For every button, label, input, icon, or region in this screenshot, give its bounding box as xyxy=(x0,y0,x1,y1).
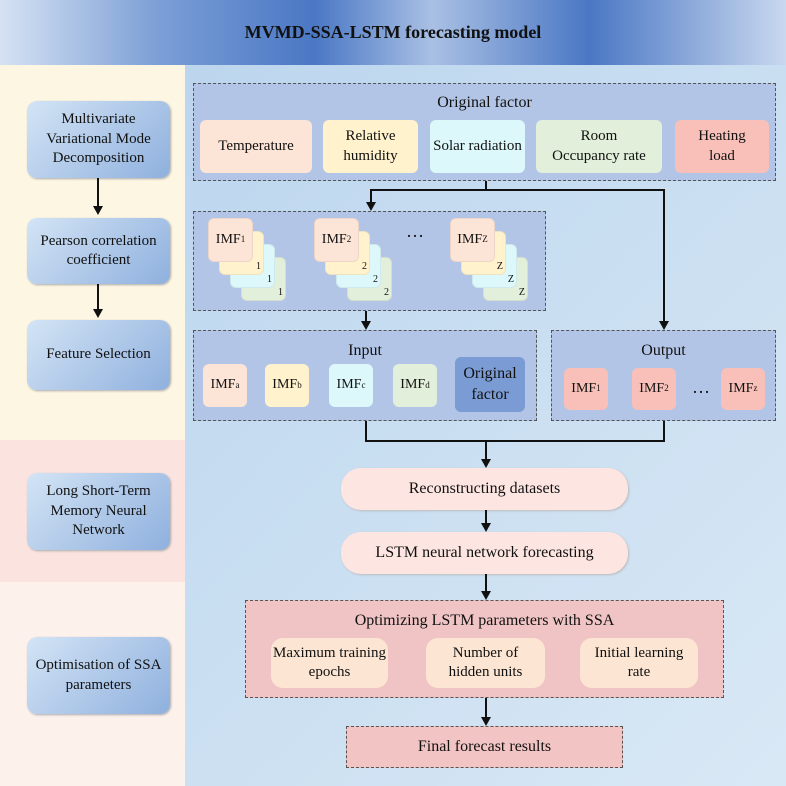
output-imf: IMF 2 xyxy=(632,368,676,410)
ellipsis: … xyxy=(692,377,710,398)
input-imf: IMF d xyxy=(393,364,437,407)
final-results: Final forecast results xyxy=(346,726,623,768)
arrow-icon xyxy=(481,591,491,600)
arrow-icon xyxy=(481,459,491,468)
imf-label: IMF xyxy=(400,377,426,393)
input-imf: IMF c xyxy=(329,364,373,407)
input-title: Input xyxy=(348,341,382,359)
imf-subscript: 2 xyxy=(346,234,352,245)
step-mvmd: Multivariate Variational Mode Decomposit… xyxy=(27,101,170,178)
imf-card-subscript: Z xyxy=(518,287,525,298)
input-original-factor: Original factor xyxy=(455,357,525,412)
imf-card-subscript: Z xyxy=(496,261,503,272)
input-imf: IMF b xyxy=(265,364,309,407)
output-imf: IMF z xyxy=(721,368,765,410)
output-imf: IMF 1 xyxy=(564,368,608,410)
imf-subscript: a xyxy=(235,379,240,390)
input-imf: IMF a xyxy=(203,364,247,407)
arrow-icon xyxy=(481,717,491,726)
imf-label: IMF xyxy=(336,377,362,393)
imf-card-subscript: 1 xyxy=(267,274,272,285)
imf-subscript: c xyxy=(361,379,366,390)
header-title: MVMD-SSA-LSTM forecasting model xyxy=(0,0,786,65)
original-factor-title: Original factor xyxy=(437,93,532,111)
imf-subscript: 1 xyxy=(596,383,601,394)
factor-heating: Heating load xyxy=(675,120,769,173)
step-feature-selection: Feature Selection xyxy=(27,320,170,390)
imf-label: IMF xyxy=(321,231,347,247)
imf-label: IMF xyxy=(728,380,754,396)
arrow-icon xyxy=(366,202,376,211)
ssa-param-epochs: Maximum training epochs xyxy=(271,638,388,688)
reconstruct-step: Reconstructing datasets xyxy=(341,468,628,510)
imf-card-subscript: 2 xyxy=(384,287,389,298)
imf-subscript: Z xyxy=(482,234,488,245)
ssa-title: Optimizing LSTM parameters with SSA xyxy=(354,611,615,629)
output-title: Output xyxy=(641,341,686,359)
imf-card: IMF Z xyxy=(450,218,495,262)
ellipsis: … xyxy=(406,221,424,242)
ssa-param-learning-rate: Initial learning rate xyxy=(580,638,698,688)
factor-temperature: Temperature xyxy=(200,120,312,173)
factor-occupancy: Room Occupancy rate xyxy=(536,120,662,173)
imf-label: IMF xyxy=(272,377,298,393)
factor-solar: Solar radiation xyxy=(430,120,525,173)
step-lstm: Long Short-Term Memory Neural Network xyxy=(27,473,170,550)
imf-label: IMF xyxy=(457,231,483,247)
imf-card-subscript: 2 xyxy=(373,274,378,285)
imf-label: IMF xyxy=(571,380,597,396)
imf-subscript: z xyxy=(753,383,758,394)
arrow-icon xyxy=(659,321,669,330)
step-ssa: Optimisation of SSA parameters xyxy=(27,637,170,714)
factor-humidity: Relative humidity xyxy=(323,120,418,173)
imf-label: IMF xyxy=(639,380,665,396)
imf-card-subscript: 1 xyxy=(256,261,261,272)
arrow-icon xyxy=(481,523,491,532)
arrow-icon xyxy=(93,309,103,318)
imf-card-subscript: Z xyxy=(507,274,514,285)
arrow-icon xyxy=(93,206,103,215)
step-pearson: Pearson correlation coefficient xyxy=(27,218,170,284)
arrow-icon xyxy=(361,321,371,330)
imf-card: IMF 2 xyxy=(314,218,359,262)
imf-subscript: d xyxy=(425,379,430,390)
imf-label: IMF xyxy=(210,377,236,393)
lstm-step: LSTM neural network forecasting xyxy=(341,532,628,574)
ssa-param-hidden-units: Number of hidden units xyxy=(426,638,545,688)
imf-subscript: 1 xyxy=(240,234,246,245)
imf-card: IMF 1 xyxy=(208,218,253,262)
imf-subscript: b xyxy=(297,379,302,390)
imf-card-subscript: 2 xyxy=(362,261,367,272)
imf-subscript: 2 xyxy=(664,383,669,394)
imf-card-subscript: 1 xyxy=(278,287,283,298)
imf-label: IMF xyxy=(215,231,241,247)
